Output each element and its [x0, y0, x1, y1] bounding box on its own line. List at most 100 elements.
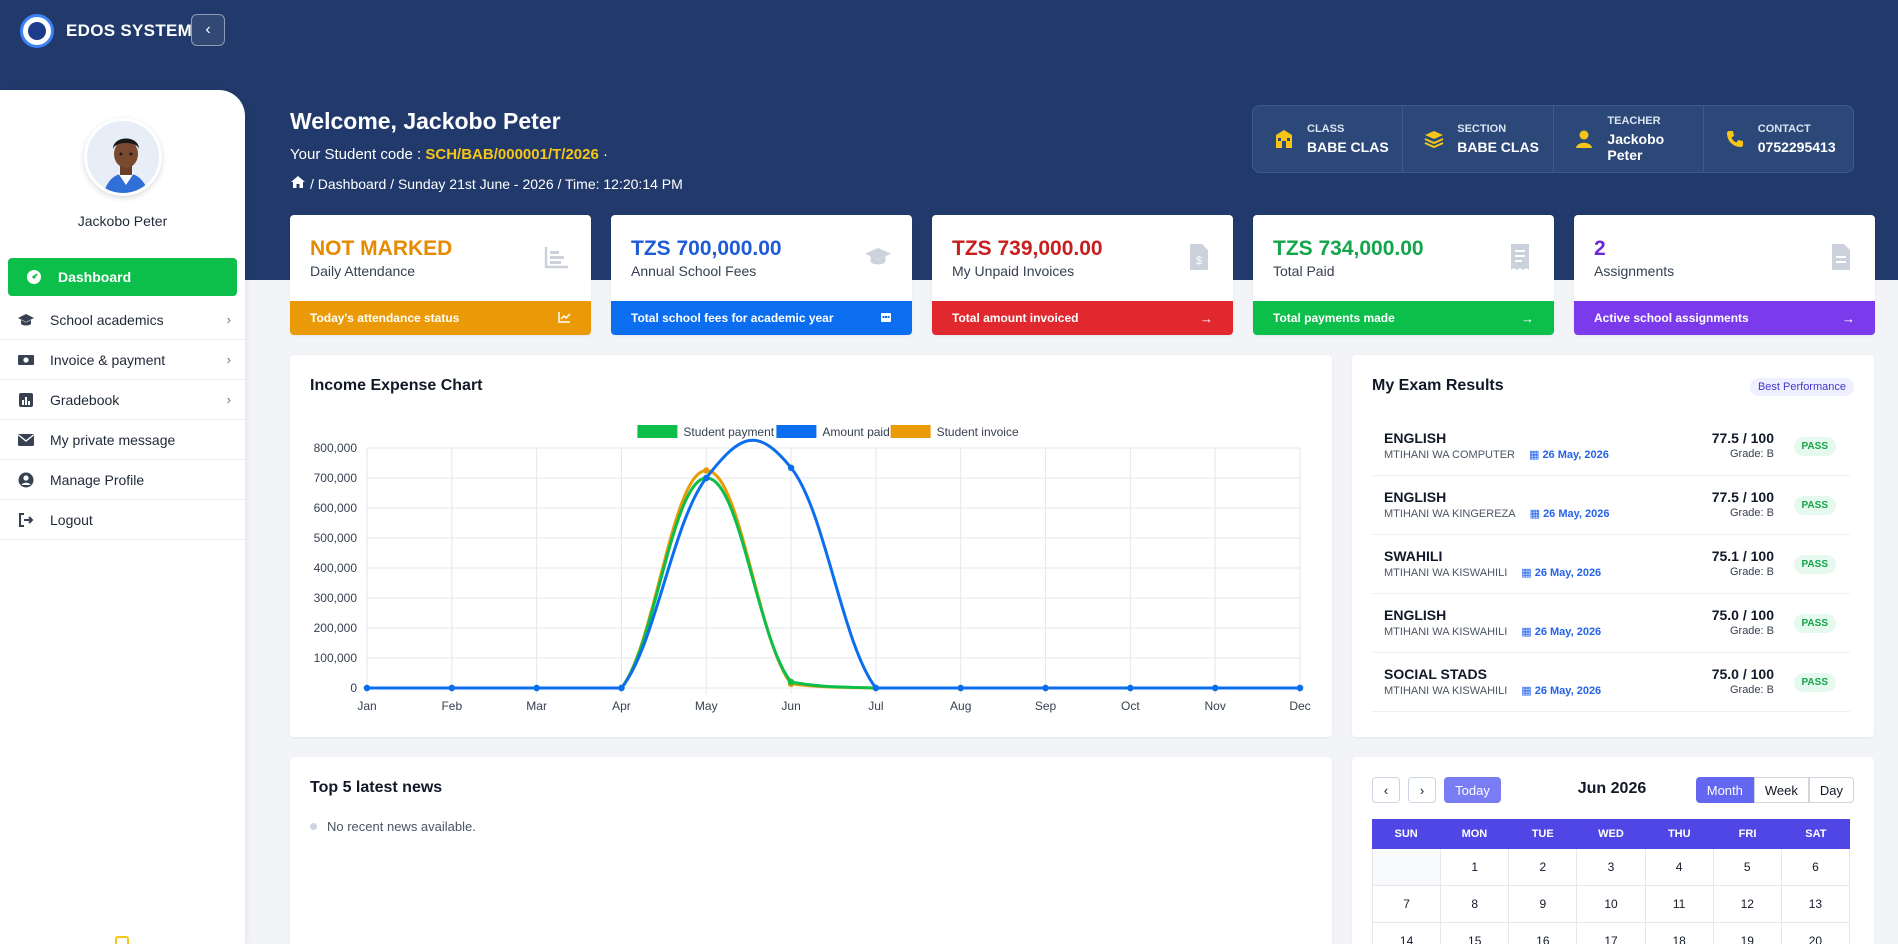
calendar-day[interactable]: 2	[1509, 849, 1578, 885]
exam-name: MTIHANI WA COMPUTER	[1384, 448, 1515, 461]
y-tick-label: 0	[350, 681, 357, 695]
y-tick-label: 100,000	[314, 651, 358, 665]
exam-row[interactable]: ENGLISH MTIHANI WA KISWAHILI ▦ 26 May, 20…	[1372, 594, 1850, 653]
calendar-day[interactable]: 4	[1646, 849, 1714, 885]
sidebar-item-label: Logout	[50, 511, 93, 528]
arrow-right-icon: →	[1842, 310, 1855, 326]
calendar-day[interactable]: 18	[1646, 923, 1714, 944]
calendar-day[interactable]: 13	[1782, 886, 1850, 922]
calendar-view-switch: Month Week Day	[1695, 777, 1854, 803]
y-tick-label: 300,000	[314, 591, 358, 605]
calendar-day[interactable]: 8	[1441, 886, 1510, 922]
stat-footer[interactable]: Active school assignments →	[1574, 301, 1875, 335]
y-tick-label: 400,000	[314, 561, 358, 575]
calendar-view-week[interactable]: Week	[1753, 777, 1809, 803]
stat-footer[interactable]: Total school fees for academic year	[611, 301, 912, 335]
avatar[interactable]	[84, 118, 162, 196]
calendar-day[interactable]: 19	[1714, 923, 1782, 944]
exam-subject: ENGLISH	[1384, 607, 1447, 623]
exam-date: ▦ 26 May, 2026	[1521, 625, 1601, 638]
calendar-day[interactable]: 6	[1782, 849, 1850, 885]
calendar-view-month[interactable]: Month	[1695, 777, 1754, 803]
calendar-day[interactable]: 3	[1577, 849, 1646, 885]
chevron-left-icon: ‹	[205, 21, 211, 38]
calendar-icon: ▦	[1521, 567, 1535, 579]
x-tick-label: May	[695, 699, 718, 713]
sidebar-item-school-academics[interactable]: School academics ›	[0, 300, 245, 340]
weekday-label: SUN	[1394, 828, 1418, 840]
sidebar-collapse-button[interactable]: ‹	[191, 14, 225, 46]
sidebar-item-logout[interactable]: Logout	[0, 500, 245, 540]
exam-row[interactable]: SWAHILI MTIHANI WA KISWAHILI ▦ 26 May, 20…	[1372, 535, 1850, 594]
brand[interactable]: EDOS SYSTEM	[20, 14, 192, 48]
exam-row[interactable]: SOCIAL STADS MTIHANI WA KISWAHILI ▦ 26 Ma…	[1372, 653, 1850, 712]
calendar-day[interactable]: 5	[1714, 849, 1782, 885]
chevron-left-icon: ‹	[1383, 782, 1389, 798]
calendar-prev-button[interactable]: ‹	[1372, 777, 1400, 803]
calendar-day[interactable]: 14	[1372, 923, 1442, 944]
info-value: 0752295413	[1757, 139, 1836, 155]
pass-badge: PASS	[1793, 614, 1836, 633]
chevron-right-icon: ›	[226, 312, 231, 327]
sidebar-item-manage-profile[interactable]: Manage Profile	[0, 460, 245, 500]
home-icon[interactable]	[290, 175, 306, 192]
calendar-day[interactable]: 20	[1782, 923, 1850, 944]
arrow-right-icon: →	[1521, 310, 1534, 326]
calendar-day[interactable]: 16	[1509, 923, 1578, 944]
calendar-day[interactable]: 7	[1372, 886, 1442, 922]
page-title: Welcome, Jackobo Peter	[290, 108, 561, 134]
calendar-day[interactable]: 17	[1577, 923, 1646, 944]
data-point	[872, 684, 880, 692]
info-label: SECTION	[1457, 123, 1507, 135]
legend-swatch	[637, 425, 678, 438]
stat-card-annual-fees[interactable]: TZS 700,000.00 Annual School Fees Total …	[611, 215, 912, 335]
calendar-day[interactable]: 9	[1509, 886, 1578, 922]
exam-date: ▦ 26 May, 2026	[1529, 448, 1609, 461]
stat-footer[interactable]: Total amount invoiced →	[932, 301, 1233, 335]
exam-panel-title: My Exam Results	[1372, 377, 1504, 394]
stat-card-total-paid[interactable]: TZS 734,000.00 Total Paid Total payments…	[1253, 215, 1554, 335]
x-tick-label: Nov	[1205, 699, 1226, 713]
info-class: CLASS BABE CLAS	[1253, 106, 1404, 172]
stat-card-assignments[interactable]: 2 Assignments Active school assignments …	[1574, 215, 1875, 335]
calendar-day[interactable]: 15	[1441, 923, 1510, 944]
data-point	[1211, 684, 1219, 692]
exam-date-text: 26 May, 2026	[1534, 567, 1602, 579]
stat-value: TZS 734,000.00	[1273, 237, 1424, 260]
stat-label: Total Paid	[1273, 263, 1335, 279]
news-panel: Top 5 latest news No recent news availab…	[290, 757, 1332, 944]
exam-subject: SOCIAL STADS	[1384, 666, 1487, 682]
info-teacher: TEACHER Jackobo Peter	[1554, 106, 1704, 172]
calendar-today-button[interactable]: Today	[1444, 777, 1501, 803]
sidebar-item-dashboard[interactable]: Dashboard	[8, 258, 237, 296]
series-line	[366, 438, 1300, 690]
calendar-title: Jun 2026	[1577, 780, 1647, 797]
calendar-day[interactable]	[1372, 849, 1442, 885]
calendar-day[interactable]: 11	[1646, 886, 1714, 922]
stat-footer[interactable]: Total payments made →	[1253, 301, 1554, 335]
info-label: CONTACT	[1757, 123, 1811, 135]
calendar-icon: ▦	[1528, 449, 1543, 461]
bar-chart-icon	[543, 243, 571, 271]
stat-card-attendance[interactable]: NOT MARKED Daily Attendance Today's atte…	[290, 215, 591, 335]
stat-footer[interactable]: Today's attendance status	[290, 301, 591, 335]
exam-date-text: 26 May, 2026	[1534, 626, 1602, 638]
exam-row[interactable]: ENGLISH MTIHANI WA COMPUTER ▦ 26 May, 202…	[1372, 417, 1850, 476]
calendar-view-day[interactable]: Day	[1808, 777, 1854, 803]
calendar-day[interactable]: 1	[1441, 849, 1510, 885]
sidebar-item-invoice-payment[interactable]: Invoice & payment ›	[0, 340, 245, 380]
sidebar-item-gradebook[interactable]: Gradebook ›	[0, 380, 245, 420]
stat-card-unpaid-invoices[interactable]: TZS 739,000.00 My Unpaid Invoices $ Tota…	[932, 215, 1233, 335]
calendar-day[interactable]: 12	[1714, 886, 1782, 922]
sidebar-item-private-message[interactable]: My private message	[0, 420, 245, 460]
exam-score: 75.0 / 100	[1711, 666, 1774, 682]
calendar-day[interactable]: 10	[1577, 886, 1646, 922]
pass-badge: PASS	[1793, 496, 1836, 515]
calendar-next-button[interactable]: ›	[1408, 777, 1436, 803]
info-label: TEACHER	[1607, 115, 1661, 127]
stat-label: Assignments	[1594, 263, 1675, 279]
exam-row[interactable]: ENGLISH MTIHANI WA KINGEREZA ▦ 26 May, 20…	[1372, 476, 1850, 535]
document-icon	[1827, 243, 1855, 271]
info-value: BABE CLAS	[1307, 139, 1389, 155]
y-tick-label: 600,000	[314, 501, 358, 515]
